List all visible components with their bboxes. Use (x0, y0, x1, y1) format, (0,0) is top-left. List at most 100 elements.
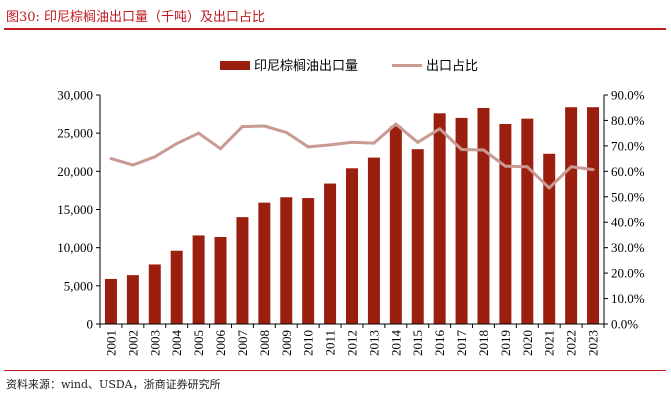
x-tick-label: 2003 (147, 330, 162, 356)
right-tick-label: 20.0% (611, 266, 645, 281)
line-point (131, 163, 135, 167)
bar (389, 126, 402, 325)
x-tick-label: 2006 (213, 330, 228, 357)
x-tick-label: 2020 (520, 330, 535, 356)
x-tick-label: 2001 (103, 330, 118, 356)
bar (148, 264, 161, 324)
right-tick-label: 0.0% (611, 317, 638, 332)
left-tick-label: 20,000 (57, 164, 93, 179)
bar (126, 275, 139, 324)
x-tick-label: 2021 (542, 330, 557, 356)
right-axis: 0.0% 10.0% 20.0% 30.0% 40.0% 50.0% 60.0% 70.0% 8… (603, 88, 645, 332)
left-tick-label: 25,000 (57, 126, 93, 141)
x-tick-label: 2002 (125, 330, 140, 356)
bar (587, 107, 600, 324)
left-tick-label: 0 (87, 317, 94, 332)
x-tick-label: 2007 (235, 330, 250, 357)
legend-label-bar: 印尼棕榈油出口量 (254, 58, 358, 73)
x-tick-label: 2010 (301, 330, 316, 356)
line-point (109, 157, 113, 161)
x-tick-label: 2023 (586, 330, 601, 356)
right-tick-label: 60.0% (611, 164, 645, 179)
x-tick-label: 2018 (476, 330, 491, 356)
figure-title: 图30: 印尼棕榈油出口量（千吨）及出口占比 (6, 10, 266, 25)
bar (565, 107, 578, 324)
legend-label-line: 出口占比 (426, 58, 478, 73)
line-point (547, 186, 551, 190)
line-point (350, 140, 354, 144)
bar (302, 198, 315, 324)
bar (170, 250, 183, 324)
line-point (438, 127, 442, 131)
legend-swatch-bar (220, 61, 250, 70)
right-tick-label: 40.0% (611, 215, 645, 230)
left-tick-label: 10,000 (57, 240, 93, 255)
line-point (372, 141, 376, 145)
right-tick-label: 90.0% (611, 88, 645, 103)
bar (543, 153, 556, 324)
line-point (175, 142, 179, 146)
x-tick-label: 2008 (257, 330, 272, 356)
left-axis: 0 5,000 10,000 15,000 20,000 25,000 30,000 (57, 88, 101, 332)
bar (433, 113, 446, 324)
line-point (284, 130, 288, 134)
x-axis: 2001 2002 2003 2004 2005 2006 2007 2008 2009 2010… (99, 323, 605, 357)
right-tick-label: 30.0% (611, 240, 645, 255)
bar (104, 278, 117, 324)
line-point (153, 155, 157, 159)
line-point (569, 165, 573, 169)
right-tick-label: 50.0% (611, 189, 645, 204)
bar (411, 149, 424, 324)
right-tick-label: 80.0% (611, 113, 645, 128)
left-tick-label: 30,000 (57, 88, 93, 103)
line-point (394, 122, 398, 126)
x-tick-label: 2004 (169, 330, 184, 357)
x-tick-label: 2015 (410, 330, 425, 356)
bar-series (104, 107, 600, 325)
line-point (481, 148, 485, 152)
x-tick-label: 2014 (388, 330, 403, 357)
line-point (416, 140, 420, 144)
x-tick-label: 2011 (323, 330, 338, 356)
line-point (328, 143, 332, 147)
bar (214, 236, 227, 324)
line-point (503, 164, 507, 168)
source-note: 资料来源：wind、USDA，浙商证券研究所 (6, 378, 221, 391)
legend: 印尼棕榈油出口量 出口占比 (220, 58, 478, 73)
x-tick-label: 2017 (454, 330, 469, 357)
x-tick-label: 2013 (366, 330, 381, 356)
bar (521, 118, 534, 324)
bar (324, 183, 337, 324)
bar (280, 197, 293, 324)
x-tick-label: 2019 (498, 330, 513, 356)
x-tick-label: 2022 (564, 330, 579, 356)
left-tick-label: 15,000 (57, 202, 93, 217)
bar (236, 217, 249, 324)
right-tick-label: 70.0% (611, 138, 645, 153)
x-tick-label: 2012 (345, 330, 360, 356)
line-point (591, 168, 595, 172)
bar (367, 157, 380, 324)
line-series (109, 122, 595, 190)
bar (477, 107, 490, 324)
bar (455, 117, 468, 325)
title-divider (4, 28, 666, 30)
bar (258, 202, 271, 324)
source-divider (4, 370, 666, 371)
x-tick-label: 2016 (432, 330, 447, 357)
line-point (460, 147, 464, 151)
line-point (240, 125, 244, 129)
bar (499, 124, 512, 324)
x-tick-label: 2005 (191, 330, 206, 356)
line-point (262, 124, 266, 128)
right-tick-label: 10.0% (611, 291, 645, 306)
left-tick-label: 5,000 (64, 278, 93, 293)
line-point (197, 131, 201, 135)
line-point (306, 145, 310, 149)
line-point (219, 147, 223, 151)
line-point (525, 165, 529, 169)
bar (346, 168, 358, 324)
bar (192, 235, 205, 324)
x-tick-label: 2009 (279, 330, 294, 356)
